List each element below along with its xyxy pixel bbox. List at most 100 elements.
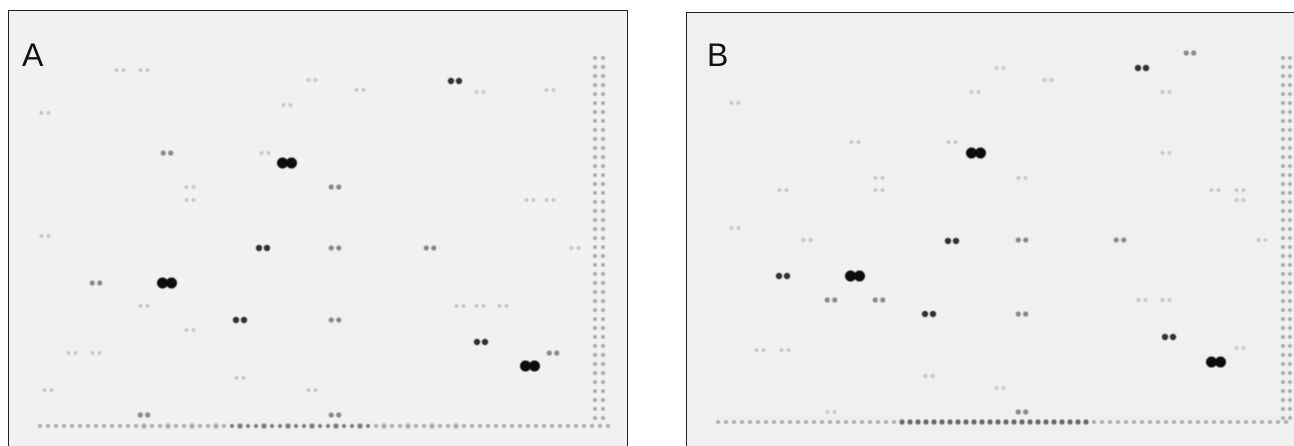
spot (873, 176, 878, 180)
spot (1281, 290, 1285, 294)
spot (481, 304, 486, 308)
spot (601, 407, 605, 411)
spot (473, 338, 481, 346)
spot (1288, 380, 1292, 384)
panel-label: A (22, 37, 44, 73)
spot (1281, 281, 1285, 285)
spot (601, 83, 605, 87)
spot (593, 299, 597, 303)
spot (845, 270, 856, 282)
spot (328, 412, 334, 418)
spot (288, 103, 293, 107)
spot (554, 350, 560, 356)
spot (1288, 209, 1292, 213)
spot (801, 238, 806, 242)
spot (944, 237, 952, 245)
spot (121, 68, 126, 72)
spot (1288, 344, 1292, 348)
spot (1180, 420, 1184, 424)
spot (328, 245, 334, 251)
spot (593, 146, 597, 150)
spot (601, 200, 605, 204)
spot (1281, 164, 1285, 168)
spot (481, 338, 489, 346)
spot (1288, 191, 1292, 195)
spot (1220, 420, 1224, 424)
spot (266, 151, 271, 155)
spot (1132, 420, 1136, 424)
spot (1288, 416, 1292, 420)
spot (278, 424, 282, 428)
spot (1204, 420, 1208, 424)
spot (1281, 389, 1285, 393)
spot (828, 420, 832, 424)
spot (576, 246, 581, 250)
spot (601, 164, 605, 168)
spot (975, 147, 986, 159)
spot (302, 424, 306, 428)
spot (761, 348, 766, 352)
spot (558, 424, 562, 428)
spot (166, 277, 177, 289)
spot (1234, 188, 1239, 192)
spot (946, 140, 951, 144)
spot (601, 362, 605, 366)
spot (593, 344, 597, 348)
spot (1051, 419, 1057, 425)
spot (1015, 409, 1021, 415)
spot (836, 420, 840, 424)
spot (342, 424, 346, 428)
spot (601, 371, 605, 375)
spot (1241, 198, 1246, 202)
spot (593, 317, 597, 321)
spot (601, 137, 605, 141)
spot (1281, 128, 1285, 132)
spot (1288, 128, 1292, 132)
spot (593, 92, 597, 96)
spot (832, 297, 838, 303)
spot (1288, 317, 1292, 321)
spot (336, 317, 342, 323)
spot (1164, 420, 1168, 424)
spot (873, 188, 878, 192)
spot (1156, 420, 1160, 424)
spot (601, 335, 605, 339)
spot (820, 420, 824, 424)
spot (1121, 237, 1127, 243)
spot (431, 245, 437, 251)
spot (593, 362, 597, 366)
spot (1288, 407, 1292, 411)
spot (748, 420, 752, 424)
spot (504, 304, 509, 308)
spot (779, 348, 784, 352)
spot (66, 351, 71, 355)
spot (398, 424, 402, 428)
spot (1288, 371, 1292, 375)
spot (1281, 92, 1285, 96)
spot (824, 297, 830, 303)
spot (593, 398, 597, 402)
spot (1288, 182, 1292, 186)
spot (947, 419, 953, 425)
spot (333, 423, 339, 429)
spot (230, 424, 234, 428)
spot (601, 398, 605, 402)
spot (1161, 333, 1169, 341)
spot (261, 423, 267, 429)
spot (318, 424, 322, 428)
spot (601, 389, 605, 393)
spot (899, 419, 905, 425)
spot (110, 424, 114, 428)
spot (952, 237, 960, 245)
spot (601, 317, 605, 321)
spot (191, 185, 196, 189)
spot (97, 351, 102, 355)
spot (494, 424, 498, 428)
spot (240, 316, 248, 324)
spot (1160, 90, 1165, 94)
blot-panel-b (686, 12, 1294, 446)
spot (601, 155, 605, 159)
spot (1281, 335, 1285, 339)
spots (38, 50, 1292, 429)
spot (1100, 420, 1104, 424)
